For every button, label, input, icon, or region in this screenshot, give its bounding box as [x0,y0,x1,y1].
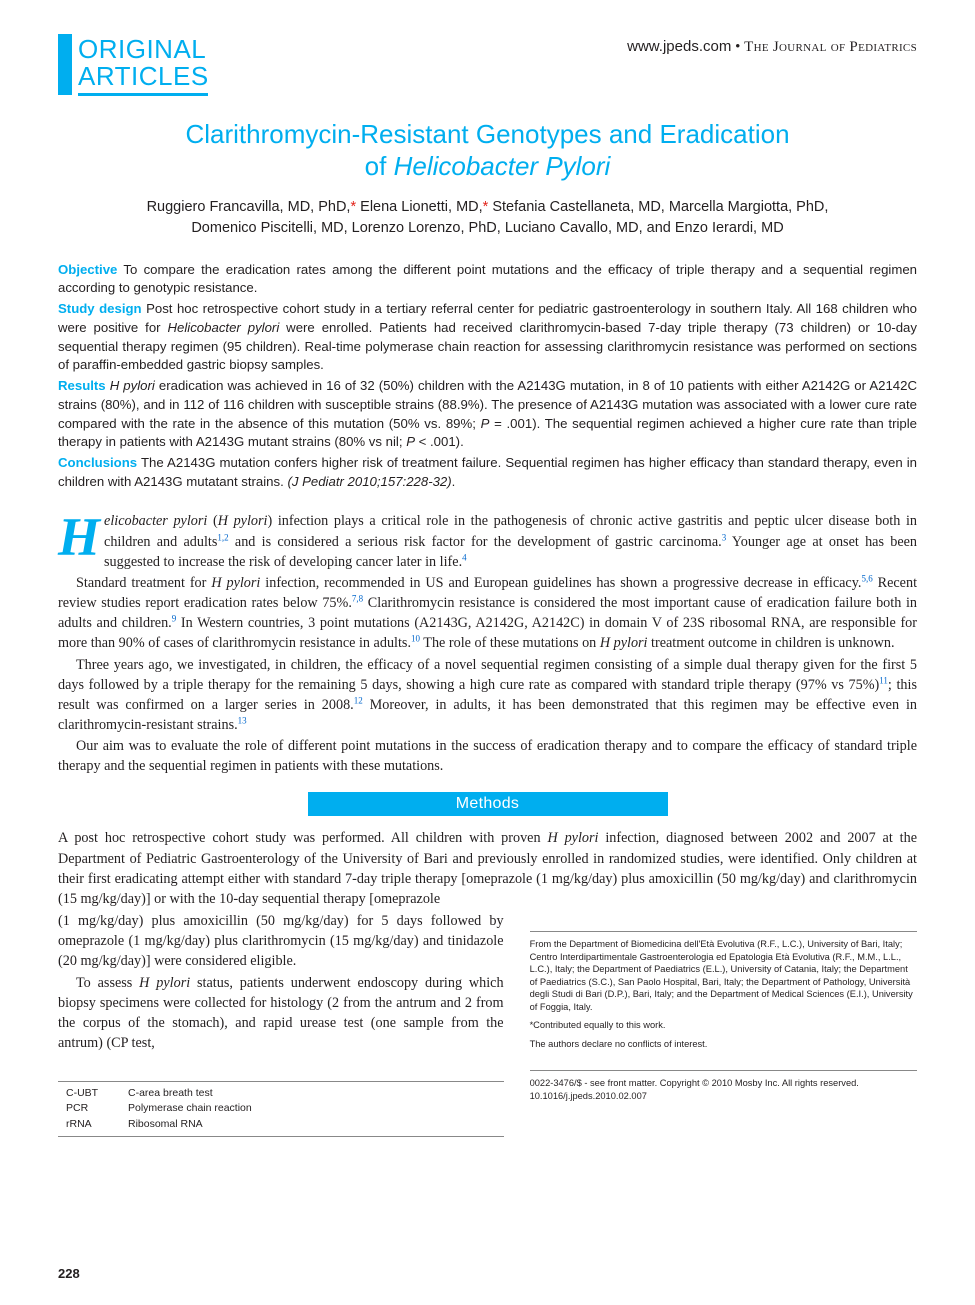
separator: • [731,39,744,55]
abbreviation-table: C-UBTC-area breath test PCRPolymerase ch… [58,1081,504,1137]
author-list: Ruggiero Francavilla, MD, PhD,* Elena Li… [88,197,887,239]
methods-para-1: A post hoc retrospective cohort study wa… [58,828,917,909]
intro-para-2: Standard treatment for H pylori infectio… [58,573,917,654]
methods-para-3: To assess H pylori status, patients unde… [58,973,504,1054]
journal-name: Journal of Pediatrics [773,39,917,55]
title-line-2-italic: Helicobacter Pylori [394,151,611,181]
copyright-text: 0022-3476/$ - see front matter. Copyrigh… [530,1077,917,1102]
methods-para-2: (1 mg/kg/day) plus amoxicillin (50 mg/kg… [58,911,504,971]
abstract-study-design: Study design Post hoc retrospective coho… [58,300,917,375]
article-title: Clarithromycin-Resistant Genotypes and E… [98,118,877,183]
affiliation-from: From the Department of Biomedicina dell'… [530,938,917,1013]
abbrev-row: PCRPolymerase chain reaction [58,1101,504,1116]
abstract-conclusions: Conclusions The A2143G mutation confers … [58,454,917,491]
article-type-tab: ORIGINAL ARTICLES [58,34,209,96]
abbrev-row: C-UBTC-area breath test [58,1086,504,1101]
intro-para-4: Our aim was to evaluate the role of diff… [58,736,917,776]
title-line-1: Clarithromycin-Resistant Genotypes and E… [185,119,789,149]
affiliation-contrib: *Contributed equally to this work. [530,1019,917,1032]
tab-line-1: ORIGINAL [78,34,206,64]
intro-para-1: Helicobacter pylori (H pylori) infection… [58,511,917,571]
abstract-block: Objective To compare the eradication rat… [58,261,917,492]
page-header: ORIGINAL ARTICLES www.jpeds.com • The Jo… [58,34,917,96]
abstract-results: Results H pylori eradication was achieve… [58,377,917,452]
tab-accent-bar [58,34,72,95]
tab-line-2: ARTICLES [78,61,209,91]
journal-masthead: www.jpeds.com • The Journal of Pediatric… [627,34,917,56]
dropcap-h: H [58,511,104,559]
journal-url: www.jpeds.com [627,38,731,55]
abstract-objective: Objective To compare the eradication rat… [58,261,917,298]
abbrev-row: rRNARibosomal RNA [58,1117,504,1132]
affiliation-conflict: The authors declare no conflicts of inte… [530,1038,917,1051]
title-line-2-pre: of [365,151,394,181]
section-header-methods: Methods [308,792,668,816]
bottom-left-column: (1 mg/kg/day) plus amoxicillin (50 mg/kg… [58,911,504,1137]
copyright-block: 0022-3476/$ - see front matter. Copyrigh… [530,1070,917,1102]
tab-label: ORIGINAL ARTICLES [78,34,209,95]
journal-prefix: The [744,39,773,55]
bottom-two-column: (1 mg/kg/day) plus amoxicillin (50 mg/kg… [58,911,917,1137]
page-number: 228 [58,1266,80,1281]
intro-para-3: Three years ago, we investigated, in chi… [58,655,917,736]
bottom-right-column: From the Department of Biomedicina dell'… [530,911,917,1137]
affiliation-block: From the Department of Biomedicina dell'… [530,931,917,1050]
